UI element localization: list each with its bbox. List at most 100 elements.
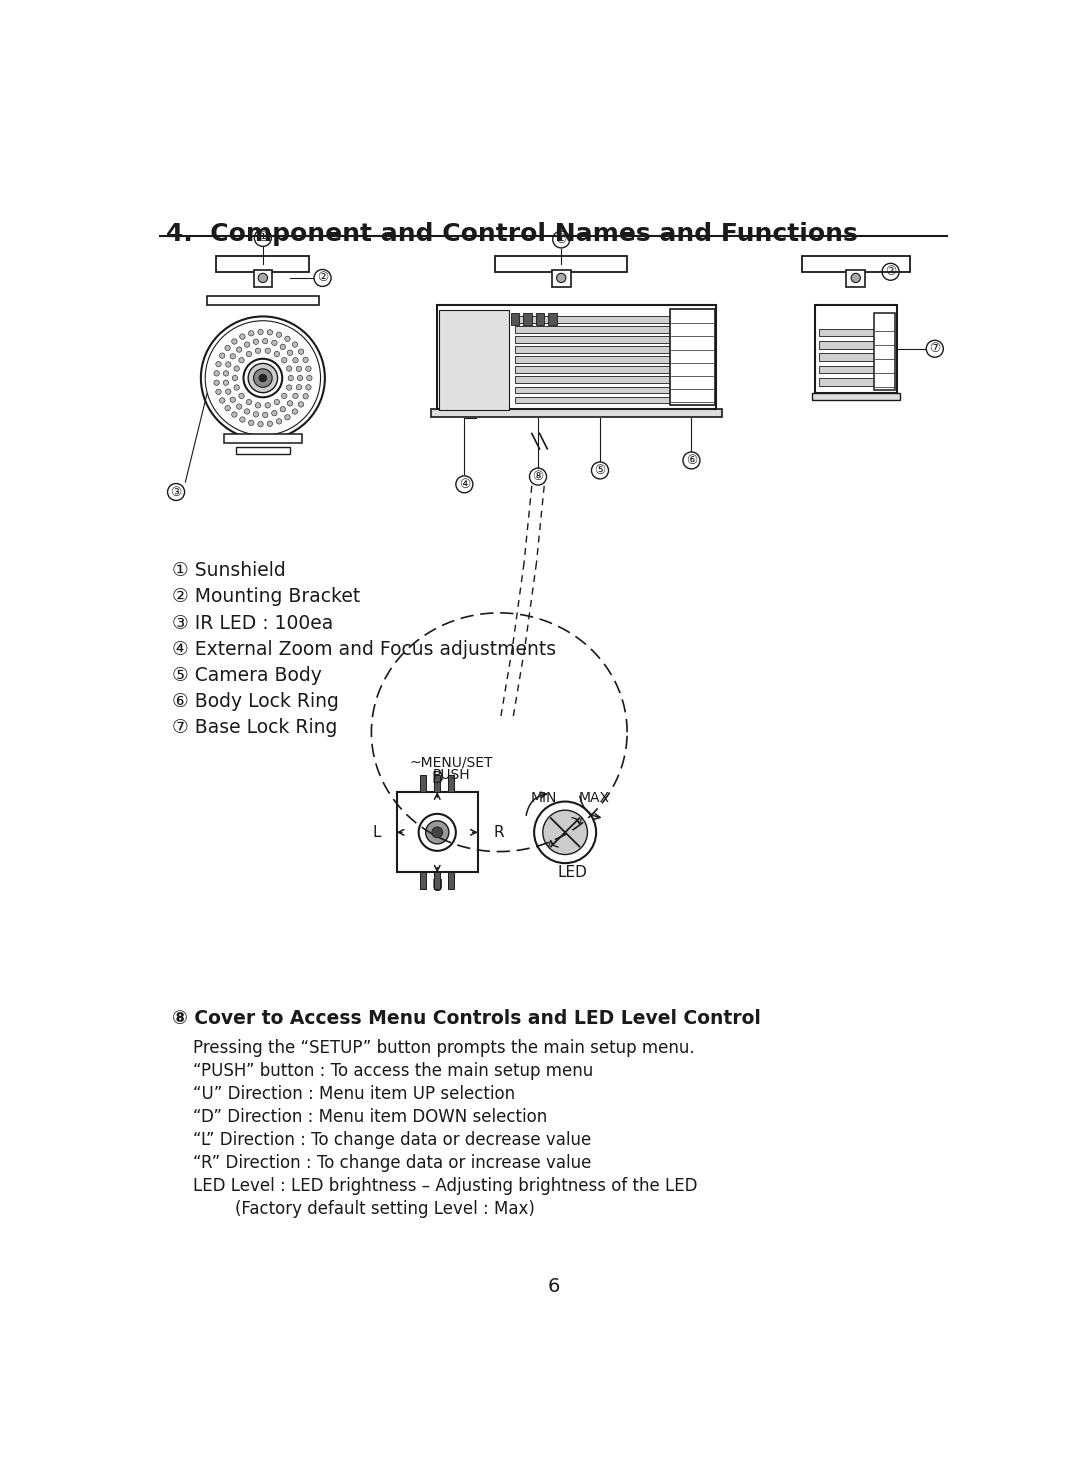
Text: ⑥: ⑥ <box>686 453 697 467</box>
Circle shape <box>234 366 240 372</box>
Bar <box>524 313 531 325</box>
Circle shape <box>226 362 231 368</box>
Bar <box>496 256 627 271</box>
Circle shape <box>237 347 242 353</box>
Circle shape <box>253 339 258 344</box>
Bar <box>552 270 570 288</box>
Circle shape <box>259 373 267 382</box>
Bar <box>511 313 519 325</box>
Text: L: L <box>373 825 381 840</box>
Circle shape <box>255 403 260 408</box>
Circle shape <box>272 341 278 345</box>
Text: ⑧ Cover to Access Menu Controls and LED Level Control: ⑧ Cover to Access Menu Controls and LED … <box>172 1009 761 1029</box>
Bar <box>801 256 910 271</box>
Bar <box>820 329 877 336</box>
Bar <box>820 341 877 348</box>
Circle shape <box>293 342 298 347</box>
Circle shape <box>240 333 245 339</box>
Circle shape <box>216 390 221 394</box>
Text: MIN: MIN <box>530 791 556 805</box>
Circle shape <box>293 393 298 399</box>
Circle shape <box>258 273 268 283</box>
Circle shape <box>432 827 443 837</box>
Circle shape <box>246 351 252 357</box>
Text: ⑤ Camera Body: ⑤ Camera Body <box>172 665 322 685</box>
Text: ⑦: ⑦ <box>929 342 941 356</box>
Text: “U” Direction : Menu item UP selection: “U” Direction : Menu item UP selection <box>193 1085 515 1103</box>
Bar <box>515 357 670 363</box>
Circle shape <box>225 345 230 351</box>
Bar <box>448 873 455 889</box>
Circle shape <box>293 409 298 415</box>
Text: LED Level : LED brightness – Adjusting brightness of the LED: LED Level : LED brightness – Adjusting b… <box>193 1177 698 1196</box>
Text: 6: 6 <box>548 1277 559 1295</box>
Text: Pressing the “SETUP” button prompts the main setup menu.: Pressing the “SETUP” button prompts the … <box>193 1039 694 1057</box>
Circle shape <box>219 397 225 403</box>
Circle shape <box>262 338 268 344</box>
Circle shape <box>419 814 456 851</box>
Text: ④ External Zoom and Focus adjustments: ④ External Zoom and Focus adjustments <box>172 640 556 659</box>
Circle shape <box>426 821 449 843</box>
Circle shape <box>230 397 235 403</box>
Circle shape <box>255 348 260 353</box>
Bar <box>515 366 670 372</box>
Text: D: D <box>431 771 443 785</box>
Bar <box>207 295 319 305</box>
Text: LED: LED <box>558 865 588 880</box>
Circle shape <box>267 329 272 335</box>
Bar <box>434 775 441 793</box>
Bar <box>431 409 723 416</box>
Circle shape <box>248 363 278 393</box>
Circle shape <box>286 385 292 390</box>
Bar <box>438 310 509 411</box>
Bar <box>448 775 455 793</box>
Bar <box>820 378 877 385</box>
Text: “L” Direction : To change data or decrease value: “L” Direction : To change data or decrea… <box>193 1131 592 1149</box>
Circle shape <box>232 339 238 344</box>
Bar <box>515 397 670 403</box>
Circle shape <box>237 403 242 409</box>
Circle shape <box>286 366 292 372</box>
Circle shape <box>293 357 298 363</box>
Bar <box>670 308 715 405</box>
Circle shape <box>239 393 244 399</box>
Text: ②: ② <box>316 271 328 285</box>
Bar <box>515 317 670 323</box>
Text: ①: ① <box>257 231 269 245</box>
Text: U: U <box>432 879 443 894</box>
Circle shape <box>285 336 291 341</box>
Circle shape <box>248 330 254 336</box>
Circle shape <box>302 357 308 363</box>
Circle shape <box>224 379 229 385</box>
Circle shape <box>287 400 293 406</box>
Circle shape <box>851 273 861 283</box>
Circle shape <box>543 811 588 855</box>
Circle shape <box>296 384 301 390</box>
Circle shape <box>232 412 238 418</box>
Circle shape <box>244 409 249 413</box>
Text: ~MENU/SET: ~MENU/SET <box>409 756 492 769</box>
Circle shape <box>239 357 244 363</box>
Circle shape <box>306 385 311 390</box>
Text: ③: ③ <box>171 486 181 498</box>
Circle shape <box>216 362 221 368</box>
Circle shape <box>219 353 225 359</box>
Text: ⑤: ⑤ <box>594 464 606 477</box>
Circle shape <box>306 366 311 372</box>
Circle shape <box>240 416 245 422</box>
Bar <box>536 313 544 325</box>
Circle shape <box>298 402 303 408</box>
Bar <box>820 366 877 373</box>
Circle shape <box>254 369 272 387</box>
Bar <box>815 305 896 393</box>
Bar <box>235 446 291 453</box>
Text: ④: ④ <box>459 477 470 491</box>
Circle shape <box>276 332 282 338</box>
Circle shape <box>274 351 280 357</box>
Circle shape <box>302 394 308 399</box>
Circle shape <box>556 273 566 283</box>
Bar <box>420 775 427 793</box>
Bar <box>515 326 670 332</box>
Text: ③ IR LED : 100ea: ③ IR LED : 100ea <box>172 614 334 633</box>
Circle shape <box>201 317 325 440</box>
